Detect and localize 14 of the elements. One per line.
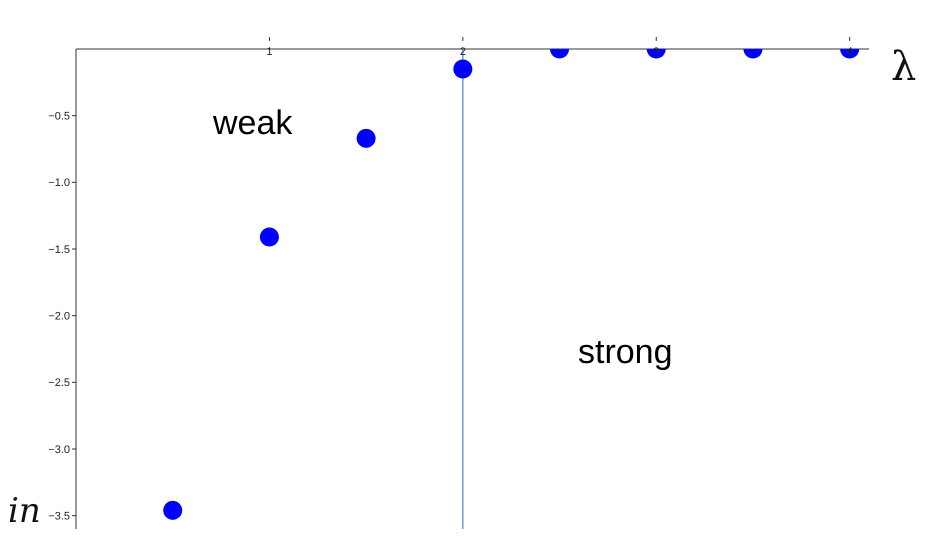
y-tick-label: −1.0 [48,177,70,190]
x-tick-label: 1 [266,46,272,58]
annotation: weak [213,104,292,143]
y-axis-title: in [8,491,41,531]
x-tick-label: 4 [846,46,853,58]
y-tick-label: −3.0 [48,444,70,456]
y-tick-label: −1.5 [48,244,70,256]
x-axis-title: λ [891,44,916,90]
y-tick-label: −2.5 [48,377,70,390]
y-tick-label: −0.5 [48,110,70,123]
x-tick-label: 3 [653,46,660,58]
y-tick-label: −3.5 [48,510,70,523]
y-tick-label: −2.0 [48,310,70,323]
annotation: strong [578,333,672,372]
